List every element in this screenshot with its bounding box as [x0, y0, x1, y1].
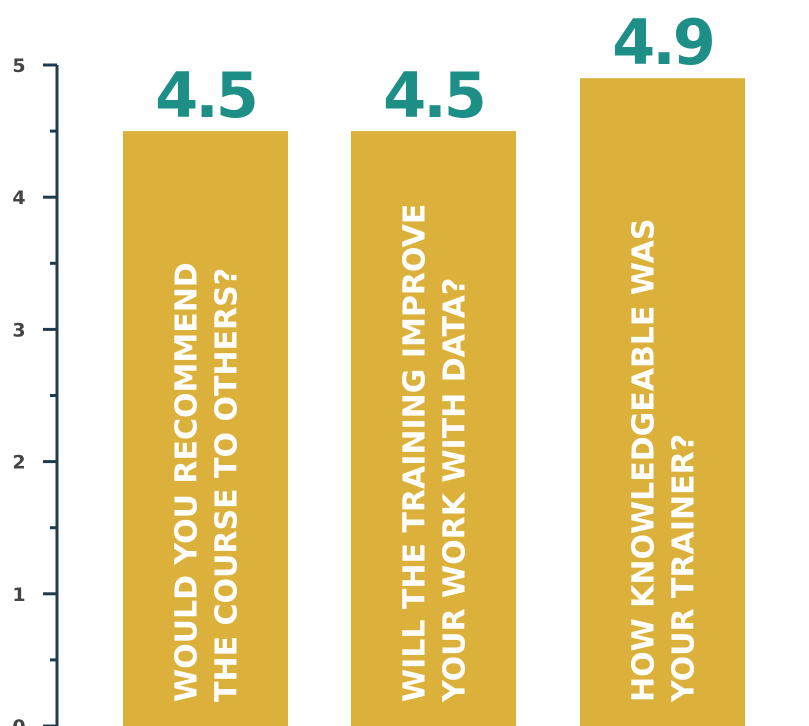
bar-value-label: 4.5 — [383, 59, 484, 132]
bar-category-label: YOUR WORK WITH DATA? — [438, 278, 473, 703]
y-tick-label: 4 — [12, 187, 25, 209]
y-tick-label: 0 — [12, 716, 25, 726]
y-tick-label: 2 — [12, 452, 25, 474]
bar-category-label: WILL THE TRAINING IMPROVE — [398, 204, 433, 702]
bar — [351, 131, 516, 726]
bar-category-label: HOW KNOWLEDGEABLE WAS — [627, 219, 662, 702]
bar-value-label: 4.5 — [155, 59, 256, 132]
bar-category-label: THE COURSE TO OTHERS? — [210, 268, 245, 702]
bar-category-label: WOULD YOU RECOMMEND — [170, 262, 205, 702]
y-tick-label: 5 — [12, 55, 25, 77]
bar — [123, 131, 288, 726]
bar-value-label: 4.9 — [612, 6, 713, 79]
y-tick-label: 1 — [12, 584, 25, 606]
bar — [580, 78, 745, 726]
y-tick-label: 3 — [12, 319, 25, 341]
bar-category-label: YOUR TRAINER? — [667, 434, 702, 703]
